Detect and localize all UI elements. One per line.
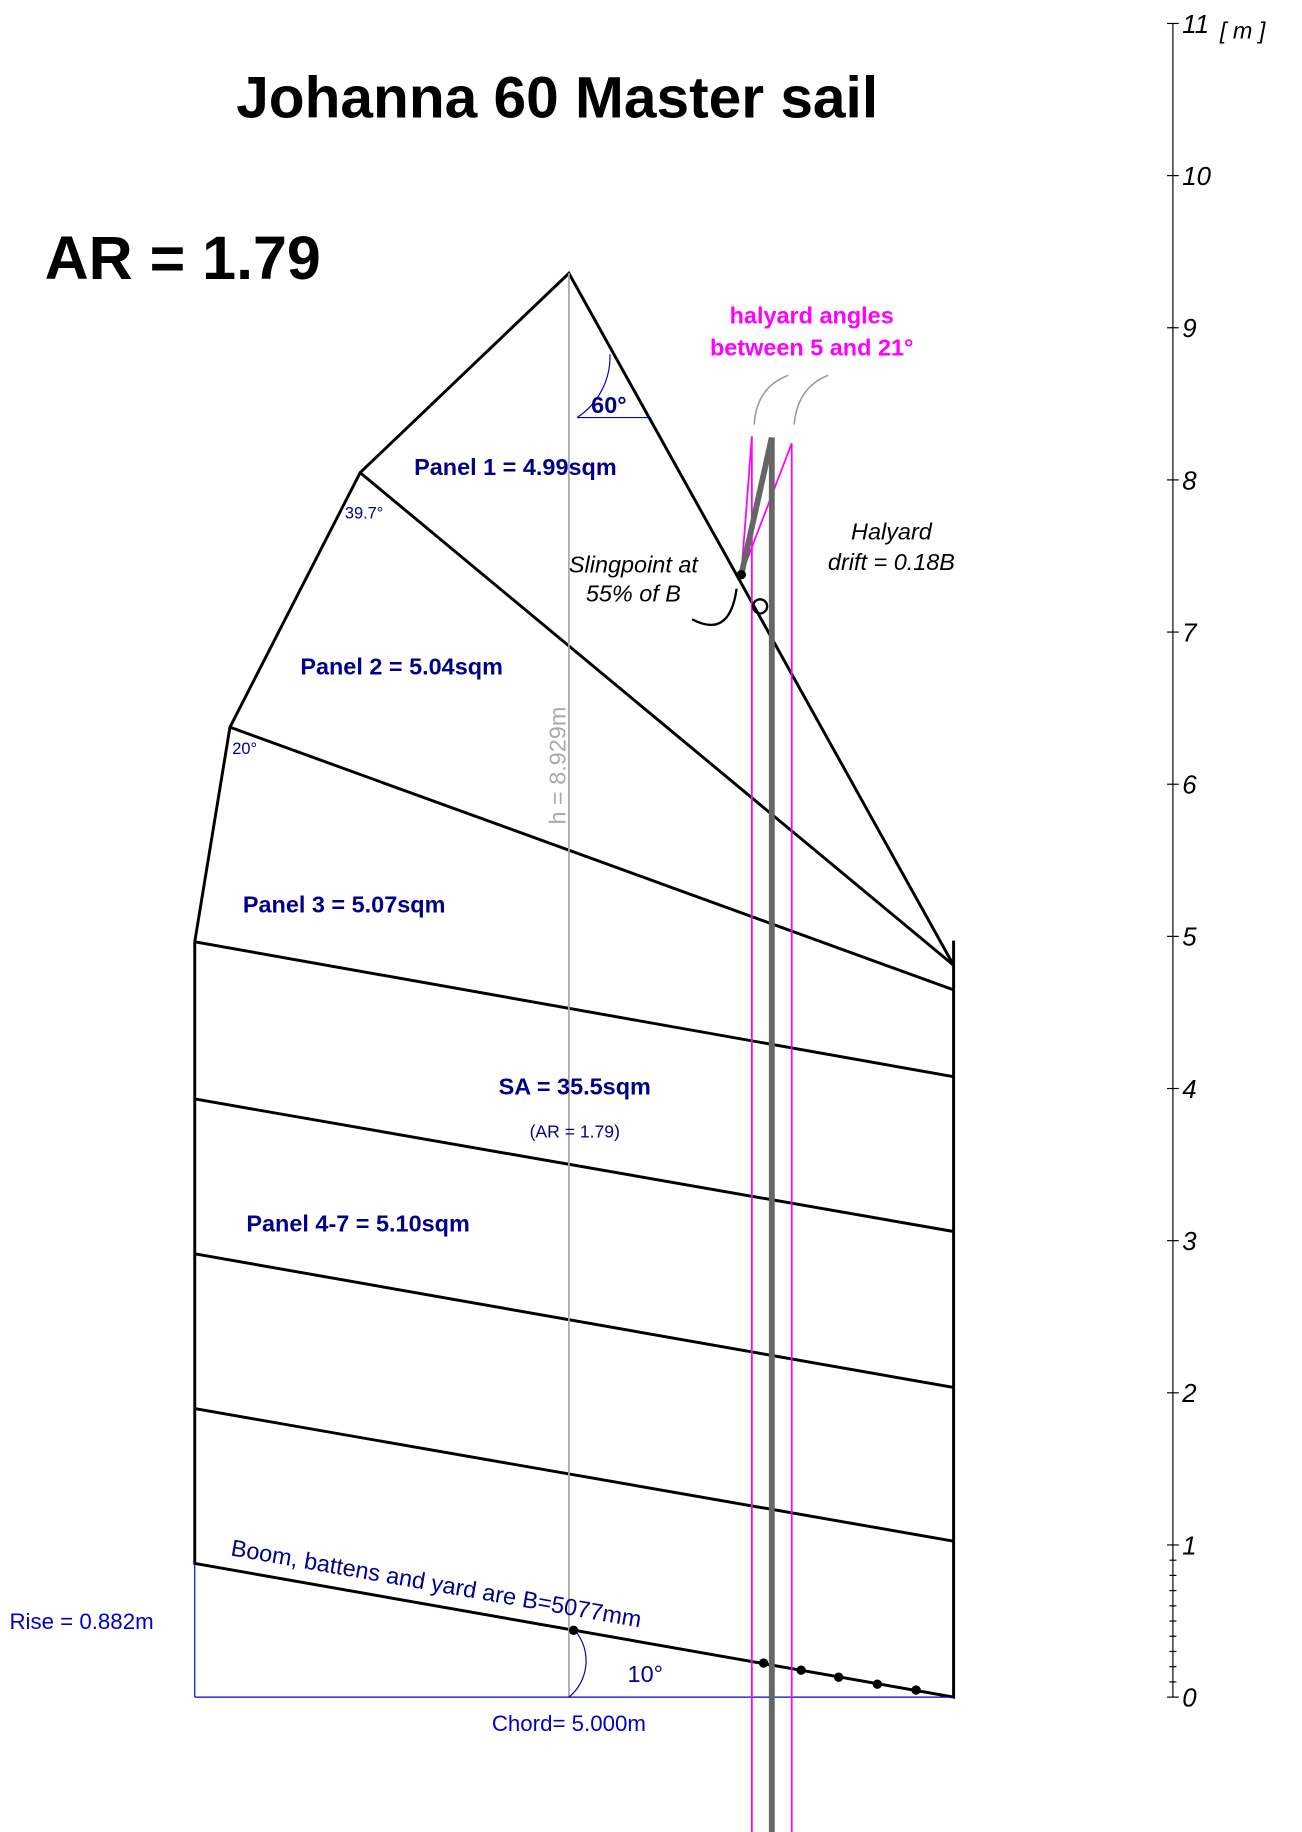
sa-ar: (AR = 1.79): [530, 1122, 620, 1142]
slingpoint-label: 55% of B: [586, 581, 681, 607]
arrows: [691, 374, 829, 626]
rise-label: Rise = 0.882m: [9, 1609, 153, 1634]
scale-label: 3: [1182, 1228, 1197, 1256]
scale-label: 7: [1182, 619, 1198, 647]
chord-rise: [194, 354, 954, 1698]
mast: [738, 436, 775, 1832]
angle: 10°: [628, 1661, 663, 1687]
scale-label: 10: [1182, 163, 1211, 191]
drift-point: [751, 598, 769, 615]
scale-label: 1: [1182, 1532, 1196, 1560]
angle: 39.7°: [345, 504, 384, 522]
angle: 60°: [591, 392, 626, 418]
scale-label: 5: [1182, 924, 1197, 952]
chord-label: Chord= 5.000m: [492, 1711, 646, 1736]
boom-label: Boom, battens and yard are B=5077mm: [229, 1535, 643, 1633]
panel-label: Panel 1 = 4.99sqm: [414, 454, 617, 480]
panel-label: Panel 3 = 5.07sqm: [243, 891, 446, 917]
height-label: h = 8.929m: [544, 707, 570, 825]
slingpoint-label: Slingpoint at: [569, 551, 699, 577]
halyard-note: between 5 and 21°: [710, 334, 913, 360]
scale-label: 6: [1182, 772, 1197, 800]
panel-label: Panel 2 = 5.04sqm: [300, 653, 503, 679]
scale-unit: [ m ]: [1219, 18, 1266, 44]
scale-label: 11: [1182, 11, 1209, 39]
slingpoint: [736, 570, 747, 580]
title: Johanna 60 Master sail: [236, 65, 878, 130]
ar: AR = 1.79: [45, 224, 321, 292]
halyard-lines: [740, 436, 793, 1832]
angle: 20°: [232, 740, 257, 758]
drift-label: Halyard: [851, 519, 933, 545]
drift-label: drift = 0.18B: [828, 549, 955, 575]
scale-label: 2: [1181, 1380, 1196, 1408]
scale-label: 0: [1182, 1685, 1197, 1713]
halyard-note: halyard angles: [730, 303, 894, 329]
scale-label: 9: [1182, 315, 1196, 343]
sa: SA = 35.5sqm: [499, 1073, 651, 1099]
panel-label: Panel 4-7 = 5.10sqm: [246, 1210, 469, 1236]
scale-label: 8: [1182, 467, 1197, 495]
sail-outline: [193, 270, 956, 1699]
scale-label: 4: [1182, 1076, 1196, 1104]
scale: [1167, 22, 1179, 1698]
boom-dots: [568, 1625, 921, 1695]
